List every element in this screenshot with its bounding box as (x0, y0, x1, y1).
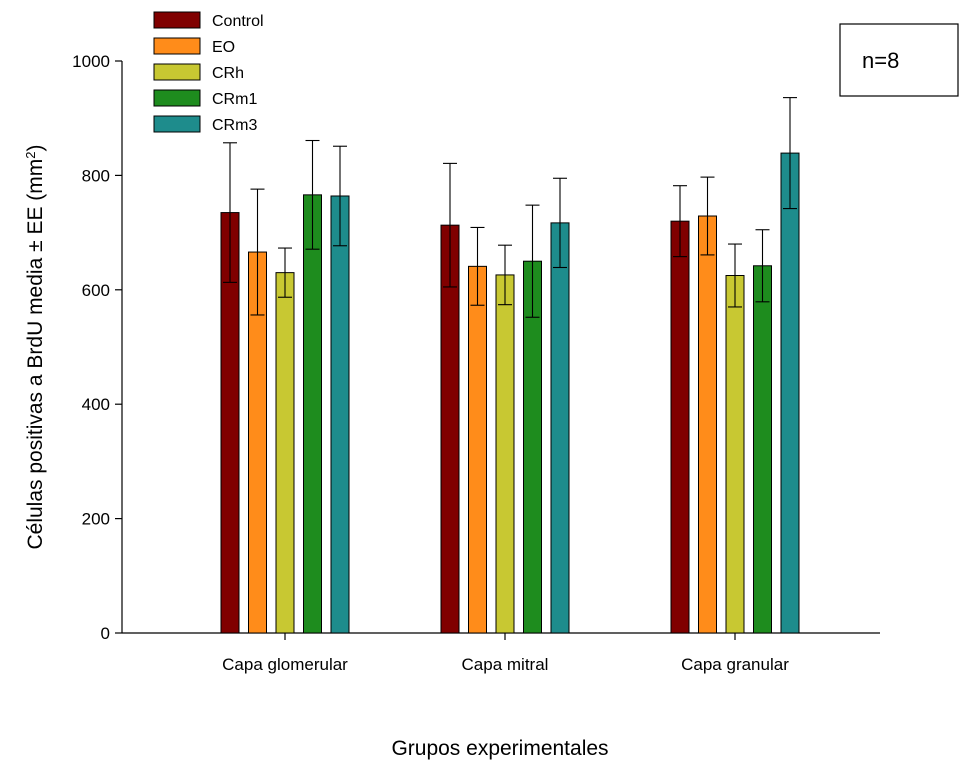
x-category-group: Capa glomerular Capa mitral Capa granular (222, 633, 789, 674)
y-axis-title-close: ) (24, 144, 47, 151)
sample-size-box (839, 23, 959, 97)
legend-label-control: Control (212, 13, 264, 30)
legend-label-crm1: CRm1 (212, 91, 257, 108)
x-axis-title: Grupos experimentales (391, 737, 608, 760)
y-tick-label: 800 (82, 166, 110, 185)
y-tick-label: 200 (82, 510, 110, 529)
legend-label-crm3: CRm3 (212, 117, 257, 134)
y-tick-label: 600 (82, 281, 110, 300)
y-axis-title-superscript: 2 (23, 151, 38, 158)
x-category-label: Capa glomerular (222, 655, 348, 674)
bar-crm3 (780, 152, 800, 634)
y-tick-label: 400 (82, 395, 110, 414)
legend-label-crh: CRh (212, 65, 244, 82)
y-axis-title-main: Células positivas a BrdU media ± EE (mm (24, 159, 47, 550)
bar-crm3 (330, 195, 350, 634)
bar-control (670, 220, 690, 634)
bar-crh (275, 272, 295, 634)
x-category-label: Capa mitral (462, 655, 549, 674)
y-tick-label: 0 (101, 624, 110, 643)
sample-size-annotation: n=8 (839, 23, 959, 97)
bar-crh (495, 274, 515, 634)
legend-swatch-eo (153, 37, 201, 55)
bar-crm3 (550, 222, 570, 634)
errorbar-group (223, 97, 797, 318)
legend-swatch-crm1 (153, 89, 201, 107)
bar-eo (698, 215, 717, 634)
legend-swatch-crm3 (153, 115, 201, 133)
bar-crh (725, 275, 745, 634)
legend-label-eo: EO (212, 39, 235, 56)
legend: Control EO CRh CRm1 CRm3 (153, 11, 264, 134)
bar-crm1 (753, 265, 772, 634)
y-tick-label: 1000 (72, 52, 110, 71)
legend-swatch-control (153, 11, 201, 29)
y-axis-title: Células positivas a BrdU media ± EE (mm2… (23, 144, 48, 549)
y-tick-group: 0 200 400 600 800 1000 (72, 52, 122, 643)
legend-swatch-crh (153, 63, 201, 81)
sample-size-text: n=8 (862, 48, 899, 73)
bar-eo (468, 265, 487, 634)
bar-crm1 (303, 194, 322, 634)
bar-group (220, 152, 800, 634)
x-category-label: Capa granular (681, 655, 789, 674)
